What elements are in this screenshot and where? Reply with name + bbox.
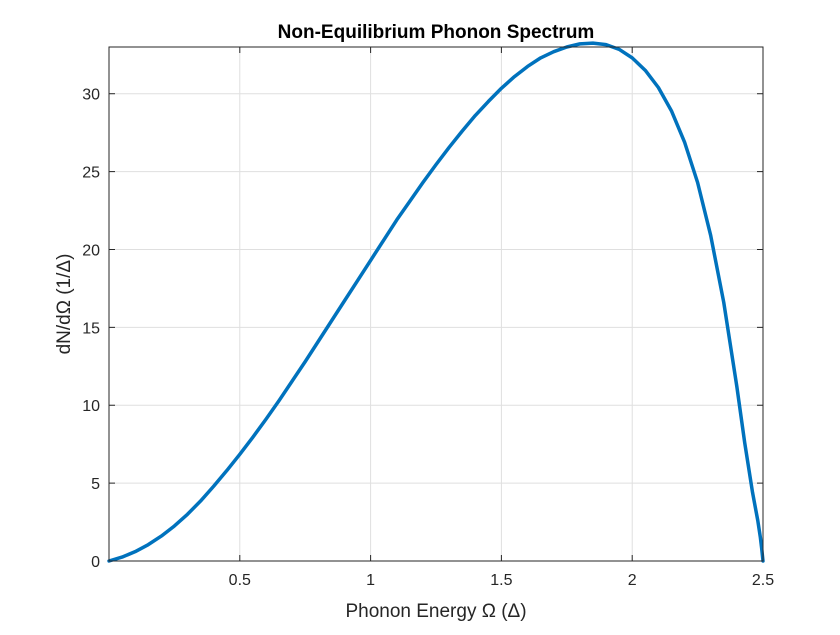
y-tick-label: 25	[82, 165, 100, 182]
plot-frame	[108, 46, 764, 562]
x-tick-label: 1.5	[490, 572, 512, 589]
x-tick-label: 2.5	[752, 572, 774, 589]
x-axis-label: Phonon Energy Ω (Δ)	[345, 601, 526, 622]
y-tick-label: 15	[82, 320, 100, 337]
y-tick-label: 5	[91, 476, 100, 493]
tick-marks	[109, 47, 764, 562]
x-tick-label: 1	[366, 572, 375, 589]
y-axis-label: dN/dΩ (1/Δ)	[54, 254, 75, 355]
x-tick-labels: 0.5 1 1.5 2 2.5	[229, 572, 775, 589]
x-tick-label: 0.5	[229, 572, 251, 589]
series-layer	[107, 41, 765, 563]
series-line	[107, 41, 765, 563]
plot-background	[109, 47, 763, 561]
y-tick-label: 0	[91, 554, 100, 571]
y-tick-labels: 0 5 10 15 20 25 30	[82, 87, 100, 571]
y-tick-label: 20	[82, 242, 100, 259]
x-tick-label: 2	[628, 572, 637, 589]
y-tick-label: 10	[82, 398, 100, 415]
y-tick-label: 30	[82, 87, 100, 104]
chart-title: Non-Equilibrium Phonon Spectrum	[278, 22, 595, 43]
